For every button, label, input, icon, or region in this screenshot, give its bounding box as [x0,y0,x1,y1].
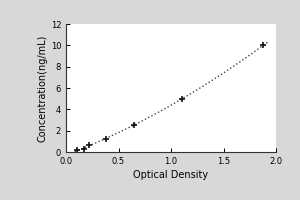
Y-axis label: Concentration(ng/mL): Concentration(ng/mL) [38,34,48,142]
X-axis label: Optical Density: Optical Density [134,170,208,180]
